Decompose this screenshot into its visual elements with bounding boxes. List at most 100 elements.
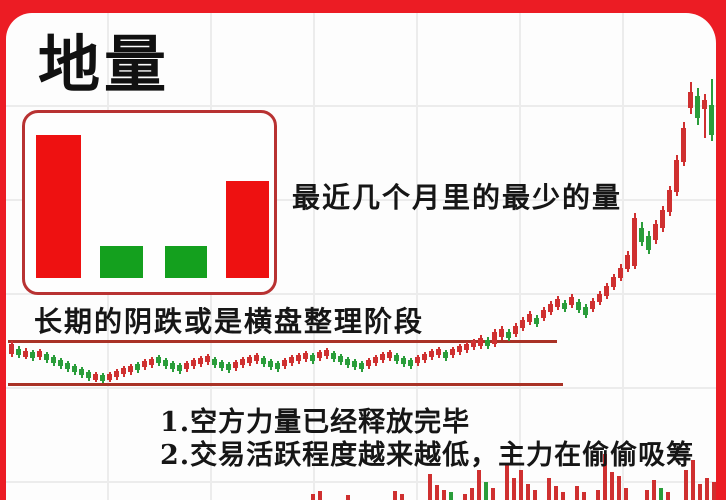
candle (170, 363, 175, 369)
volume-bar (561, 492, 565, 500)
candle (597, 294, 602, 302)
volume-bar (484, 482, 488, 500)
candle (422, 354, 427, 360)
candle (114, 371, 119, 377)
volume-bar (346, 495, 350, 500)
chart-canvas: 地量 最近几个月里的最少的量 长期的阴跌或是横盘整理阶段 1.空方力量已经释放完… (6, 13, 716, 500)
candle (135, 364, 140, 370)
candle (548, 304, 553, 312)
candle (401, 358, 406, 364)
candle (289, 357, 294, 363)
channel-line (8, 383, 563, 386)
min-volume-annotation: 最近几个月里的最少的量 (292, 181, 623, 214)
candle (380, 354, 385, 360)
candle (576, 302, 581, 310)
volume-bar (463, 494, 467, 500)
candle (191, 360, 196, 366)
candle (212, 359, 217, 365)
candle (240, 359, 245, 365)
example-bar (36, 135, 81, 278)
candle (72, 366, 77, 372)
candle (674, 160, 679, 192)
candle (296, 355, 301, 361)
candle (569, 297, 574, 305)
candle (471, 341, 476, 347)
candle (611, 277, 616, 287)
page-title: 地量 (38, 28, 171, 101)
candle (695, 96, 700, 118)
candle (436, 349, 441, 355)
candle (163, 360, 168, 366)
candle (618, 268, 623, 278)
candle (282, 360, 287, 366)
candle (275, 363, 280, 369)
candle (583, 307, 588, 315)
candle (443, 352, 448, 358)
candle (415, 357, 420, 363)
volume-bar (428, 474, 432, 500)
volume-bar (712, 482, 716, 500)
candle (555, 299, 560, 307)
candle (44, 354, 49, 360)
candle (156, 357, 161, 363)
volume-example-box (22, 110, 277, 295)
volume-bar (470, 488, 474, 500)
volume-bar (705, 478, 709, 500)
candle-wick (703, 94, 706, 138)
candle (331, 353, 336, 359)
candle (268, 361, 273, 367)
volume-bar (512, 478, 516, 500)
candle (562, 303, 567, 309)
candle (16, 349, 21, 355)
candle (65, 363, 70, 369)
candle (513, 326, 518, 334)
candle (233, 362, 238, 368)
candle (142, 361, 147, 367)
candle (86, 372, 91, 378)
candle (639, 228, 644, 242)
volume-bar (684, 470, 688, 500)
candle (632, 218, 637, 266)
candle (310, 355, 315, 361)
candle (177, 365, 182, 371)
volume-bar (519, 470, 523, 500)
candle (660, 210, 665, 228)
volume-bar (491, 488, 495, 500)
volume-bar (575, 486, 579, 500)
volume-bar (311, 494, 315, 500)
candle (492, 332, 497, 344)
volume-bar (659, 488, 663, 500)
example-bar (100, 246, 143, 278)
notes-list: 1.空方力量已经释放完毕 2.交易活跃程度越来越低，主力在偷偷吸筹 (160, 406, 694, 472)
volume-bar (645, 490, 649, 500)
candle (373, 357, 378, 363)
volume-bar (547, 478, 551, 500)
candle (205, 356, 210, 362)
candle (261, 358, 266, 364)
candle (128, 366, 133, 372)
volume-bar (400, 494, 404, 500)
candle (527, 314, 532, 322)
volume-bar (505, 464, 509, 500)
candle (541, 310, 546, 318)
candle (51, 357, 56, 363)
example-bar (165, 246, 207, 278)
candle (366, 360, 371, 366)
volume-bar (691, 460, 695, 500)
volume-bar (318, 491, 322, 500)
volume-bar (526, 484, 530, 500)
candle (387, 352, 392, 358)
candle (394, 355, 399, 361)
candle (688, 92, 693, 108)
candle (149, 359, 154, 365)
volume-bar (652, 480, 656, 500)
candle (254, 355, 259, 361)
candle (247, 357, 252, 363)
candle (478, 338, 483, 346)
candle (604, 286, 609, 296)
volume-bar (533, 490, 537, 500)
volume-bar (449, 492, 453, 500)
candle (681, 128, 686, 162)
candle (303, 353, 308, 359)
